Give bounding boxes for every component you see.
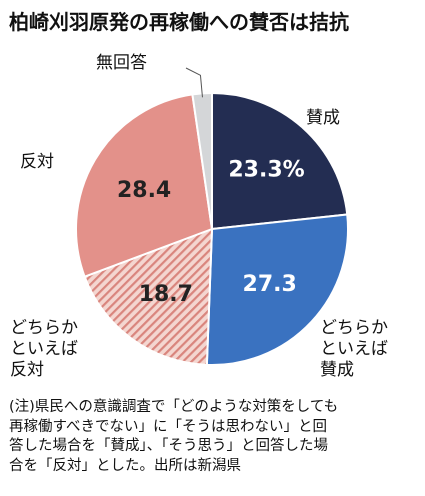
pie-category-label-3: どちらか といえば 反対 [10, 318, 78, 381]
footnote-line-3: 答した場合を「賛成」、「そう思う」と回答した場 [9, 438, 328, 454]
footnote-line-4: 合を「反対」とした。出所は新潟県 [9, 457, 241, 474]
pie-slice-1 [211, 91, 349, 231]
pie-category-label-2-line-2: といえば [320, 339, 388, 359]
pie-value-label-2: 27.3 [243, 272, 297, 297]
footnote-line-2: 再稼働すべきでない」に「そうは思わない」と回 [9, 418, 327, 435]
pie-category-label-2: どちらか といえば 賛成 [320, 318, 388, 381]
leader-line-no-answer [185, 67, 203, 98]
footnote-line-1: (注)県民への意識調査で「どのような対策をしても [9, 399, 339, 415]
pie-category-label-2-line-1: どちらか [320, 318, 388, 338]
chart-title: 柏崎刈羽原発の再稼働への賛否は拮抗 [9, 10, 349, 34]
pie-category-label-5: 無回答 [96, 53, 147, 74]
pie-category-label-4: 反対 [20, 152, 54, 173]
footnote: (注)県民への意識調査で「どのような対策をしても 再稼働すべきでない」に「そうは… [9, 398, 419, 476]
pie-slice-4 [75, 93, 214, 278]
pie-value-label-4: 28.4 [117, 178, 171, 203]
pie-category-label-3-line-1: どちらか [10, 318, 78, 338]
pie-value-label-3: 18.7 [139, 282, 193, 307]
pie-slice-2 [205, 213, 349, 366]
pie-category-label-3-line-2: といえば [10, 339, 78, 359]
pie-category-label-3-line-3: 反対 [10, 360, 44, 380]
pie-category-label-5-line-1: 無回答 [96, 53, 147, 73]
pie-category-label-1-line-1: 賛成 [306, 108, 340, 128]
pie-slice-3 [83, 227, 214, 366]
pie-category-label-1: 賛成 [306, 108, 340, 129]
pie-category-label-4-line-1: 反対 [20, 152, 54, 172]
pie-category-label-2-line-3: 賛成 [320, 360, 354, 380]
pie-value-label-1: 23.3% [228, 157, 304, 182]
